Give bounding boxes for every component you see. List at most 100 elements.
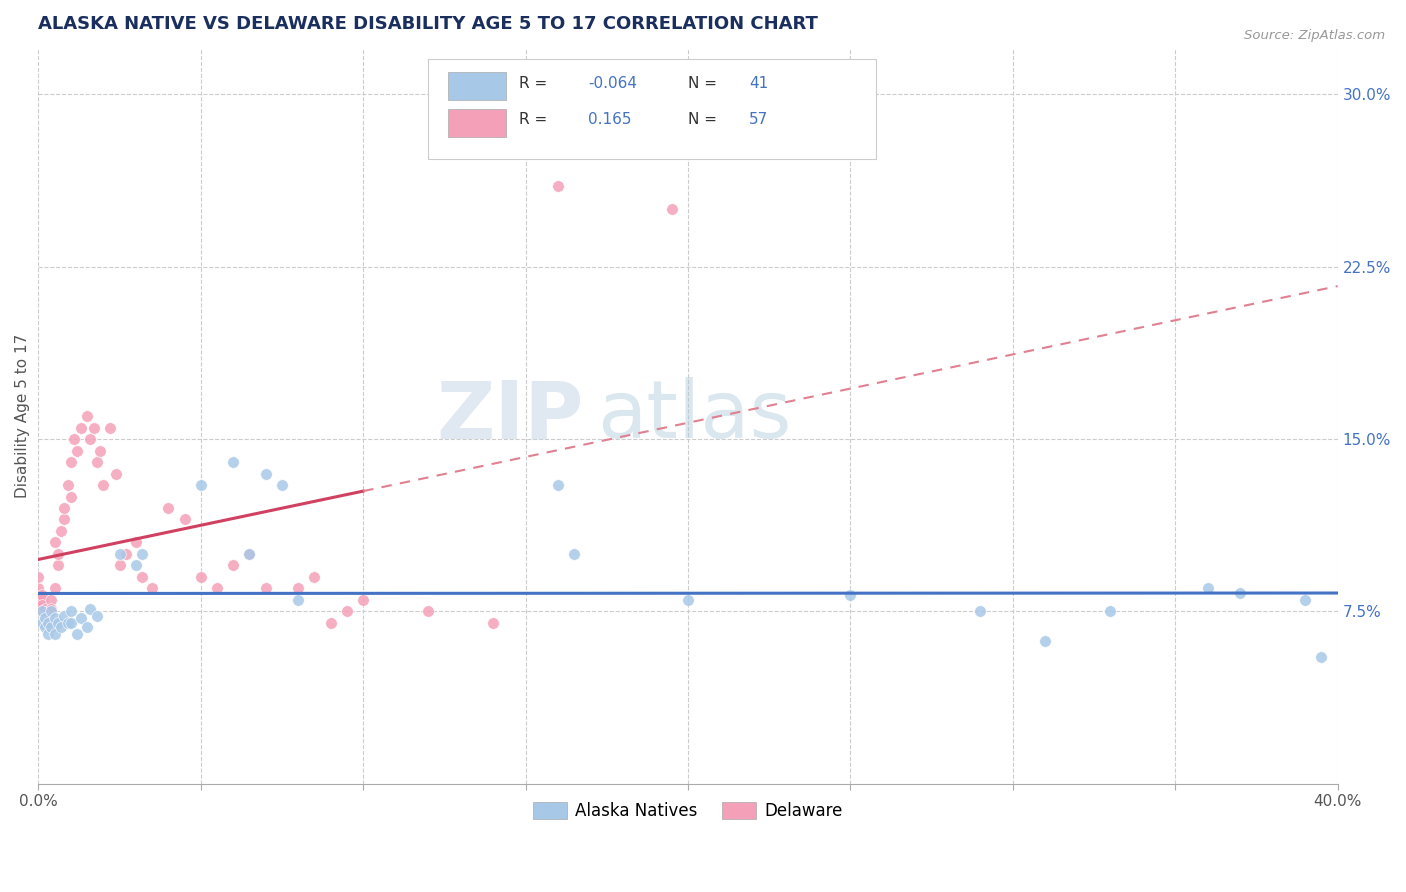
Point [1033, 634, 1056, 648]
Point [44, 535, 66, 549]
Point [676, 593, 699, 607]
Text: atlas: atlas [598, 377, 792, 455]
Point [238, 547, 260, 561]
Point [482, 615, 505, 630]
Point [63, 432, 86, 446]
Text: R =: R = [519, 112, 547, 128]
Point [83, 420, 105, 434]
Point [34, 611, 56, 625]
Point [44, 627, 66, 641]
Point [46, 547, 69, 561]
Point [115, 547, 138, 561]
Text: 57: 57 [749, 112, 768, 128]
Point [27, 582, 49, 596]
Y-axis label: Disability Age 5 to 17: Disability Age 5 to 17 [15, 334, 30, 499]
Point [131, 570, 153, 584]
Point [34, 602, 56, 616]
Point [352, 593, 374, 607]
Point [79, 602, 101, 616]
Point [46, 558, 69, 573]
Point [205, 582, 228, 596]
Point [31, 615, 53, 630]
Point [49, 524, 72, 538]
Point [66, 627, 89, 641]
Point [416, 604, 439, 618]
Point [56, 615, 79, 630]
Point [37, 615, 59, 630]
Point [661, 202, 683, 217]
Point [59, 615, 82, 630]
Point [69, 420, 91, 434]
Point [86, 609, 108, 624]
Point [31, 604, 53, 618]
Point [86, 455, 108, 469]
Point [336, 604, 359, 618]
Point [1197, 582, 1219, 596]
Point [41, 593, 63, 607]
Text: -0.064: -0.064 [588, 76, 637, 90]
Point [76, 409, 98, 423]
Point [34, 615, 56, 630]
Bar [447, 109, 506, 136]
Point [59, 455, 82, 469]
Point [27, 570, 49, 584]
Point [254, 582, 277, 596]
Point [41, 620, 63, 634]
Point [125, 558, 148, 573]
Point [34, 609, 56, 624]
Point [1099, 604, 1122, 618]
Point [1229, 586, 1251, 600]
Point [37, 620, 59, 634]
Point [27, 593, 49, 607]
Point [31, 588, 53, 602]
Point [190, 478, 212, 492]
Point [287, 593, 309, 607]
Legend: Alaska Natives, Delaware: Alaska Natives, Delaware [527, 796, 849, 827]
Point [66, 443, 89, 458]
Text: N =: N = [688, 76, 717, 90]
Point [44, 582, 66, 596]
Point [37, 611, 59, 625]
Bar [447, 72, 506, 100]
Point [173, 512, 195, 526]
Point [105, 467, 128, 481]
Point [222, 558, 245, 573]
Point [76, 620, 98, 634]
Point [562, 547, 585, 561]
Point [79, 432, 101, 446]
Point [31, 593, 53, 607]
Point [304, 570, 326, 584]
Point [547, 478, 569, 492]
Point [1294, 593, 1316, 607]
Point [969, 604, 991, 618]
Point [190, 570, 212, 584]
Point [69, 611, 91, 625]
Text: ALASKA NATIVE VS DELAWARE DISABILITY AGE 5 TO 17 CORRELATION CHART: ALASKA NATIVE VS DELAWARE DISABILITY AGE… [38, 15, 818, 33]
Text: N =: N = [688, 112, 717, 128]
Point [89, 443, 111, 458]
Text: Source: ZipAtlas.com: Source: ZipAtlas.com [1244, 29, 1385, 42]
Text: 0.165: 0.165 [588, 112, 631, 128]
Point [41, 604, 63, 618]
Point [49, 620, 72, 634]
Point [254, 467, 277, 481]
Text: R =: R = [519, 76, 547, 90]
FancyBboxPatch shape [427, 60, 876, 159]
Point [59, 604, 82, 618]
Point [157, 501, 180, 516]
Point [222, 455, 245, 469]
Point [91, 478, 114, 492]
Point [53, 501, 76, 516]
Point [31, 604, 53, 618]
Point [59, 490, 82, 504]
Point [108, 558, 131, 573]
Point [37, 627, 59, 641]
Point [53, 609, 76, 624]
Point [37, 604, 59, 618]
Point [56, 478, 79, 492]
Point [125, 535, 148, 549]
Point [287, 582, 309, 596]
Point [108, 547, 131, 561]
Point [41, 602, 63, 616]
Point [271, 478, 294, 492]
